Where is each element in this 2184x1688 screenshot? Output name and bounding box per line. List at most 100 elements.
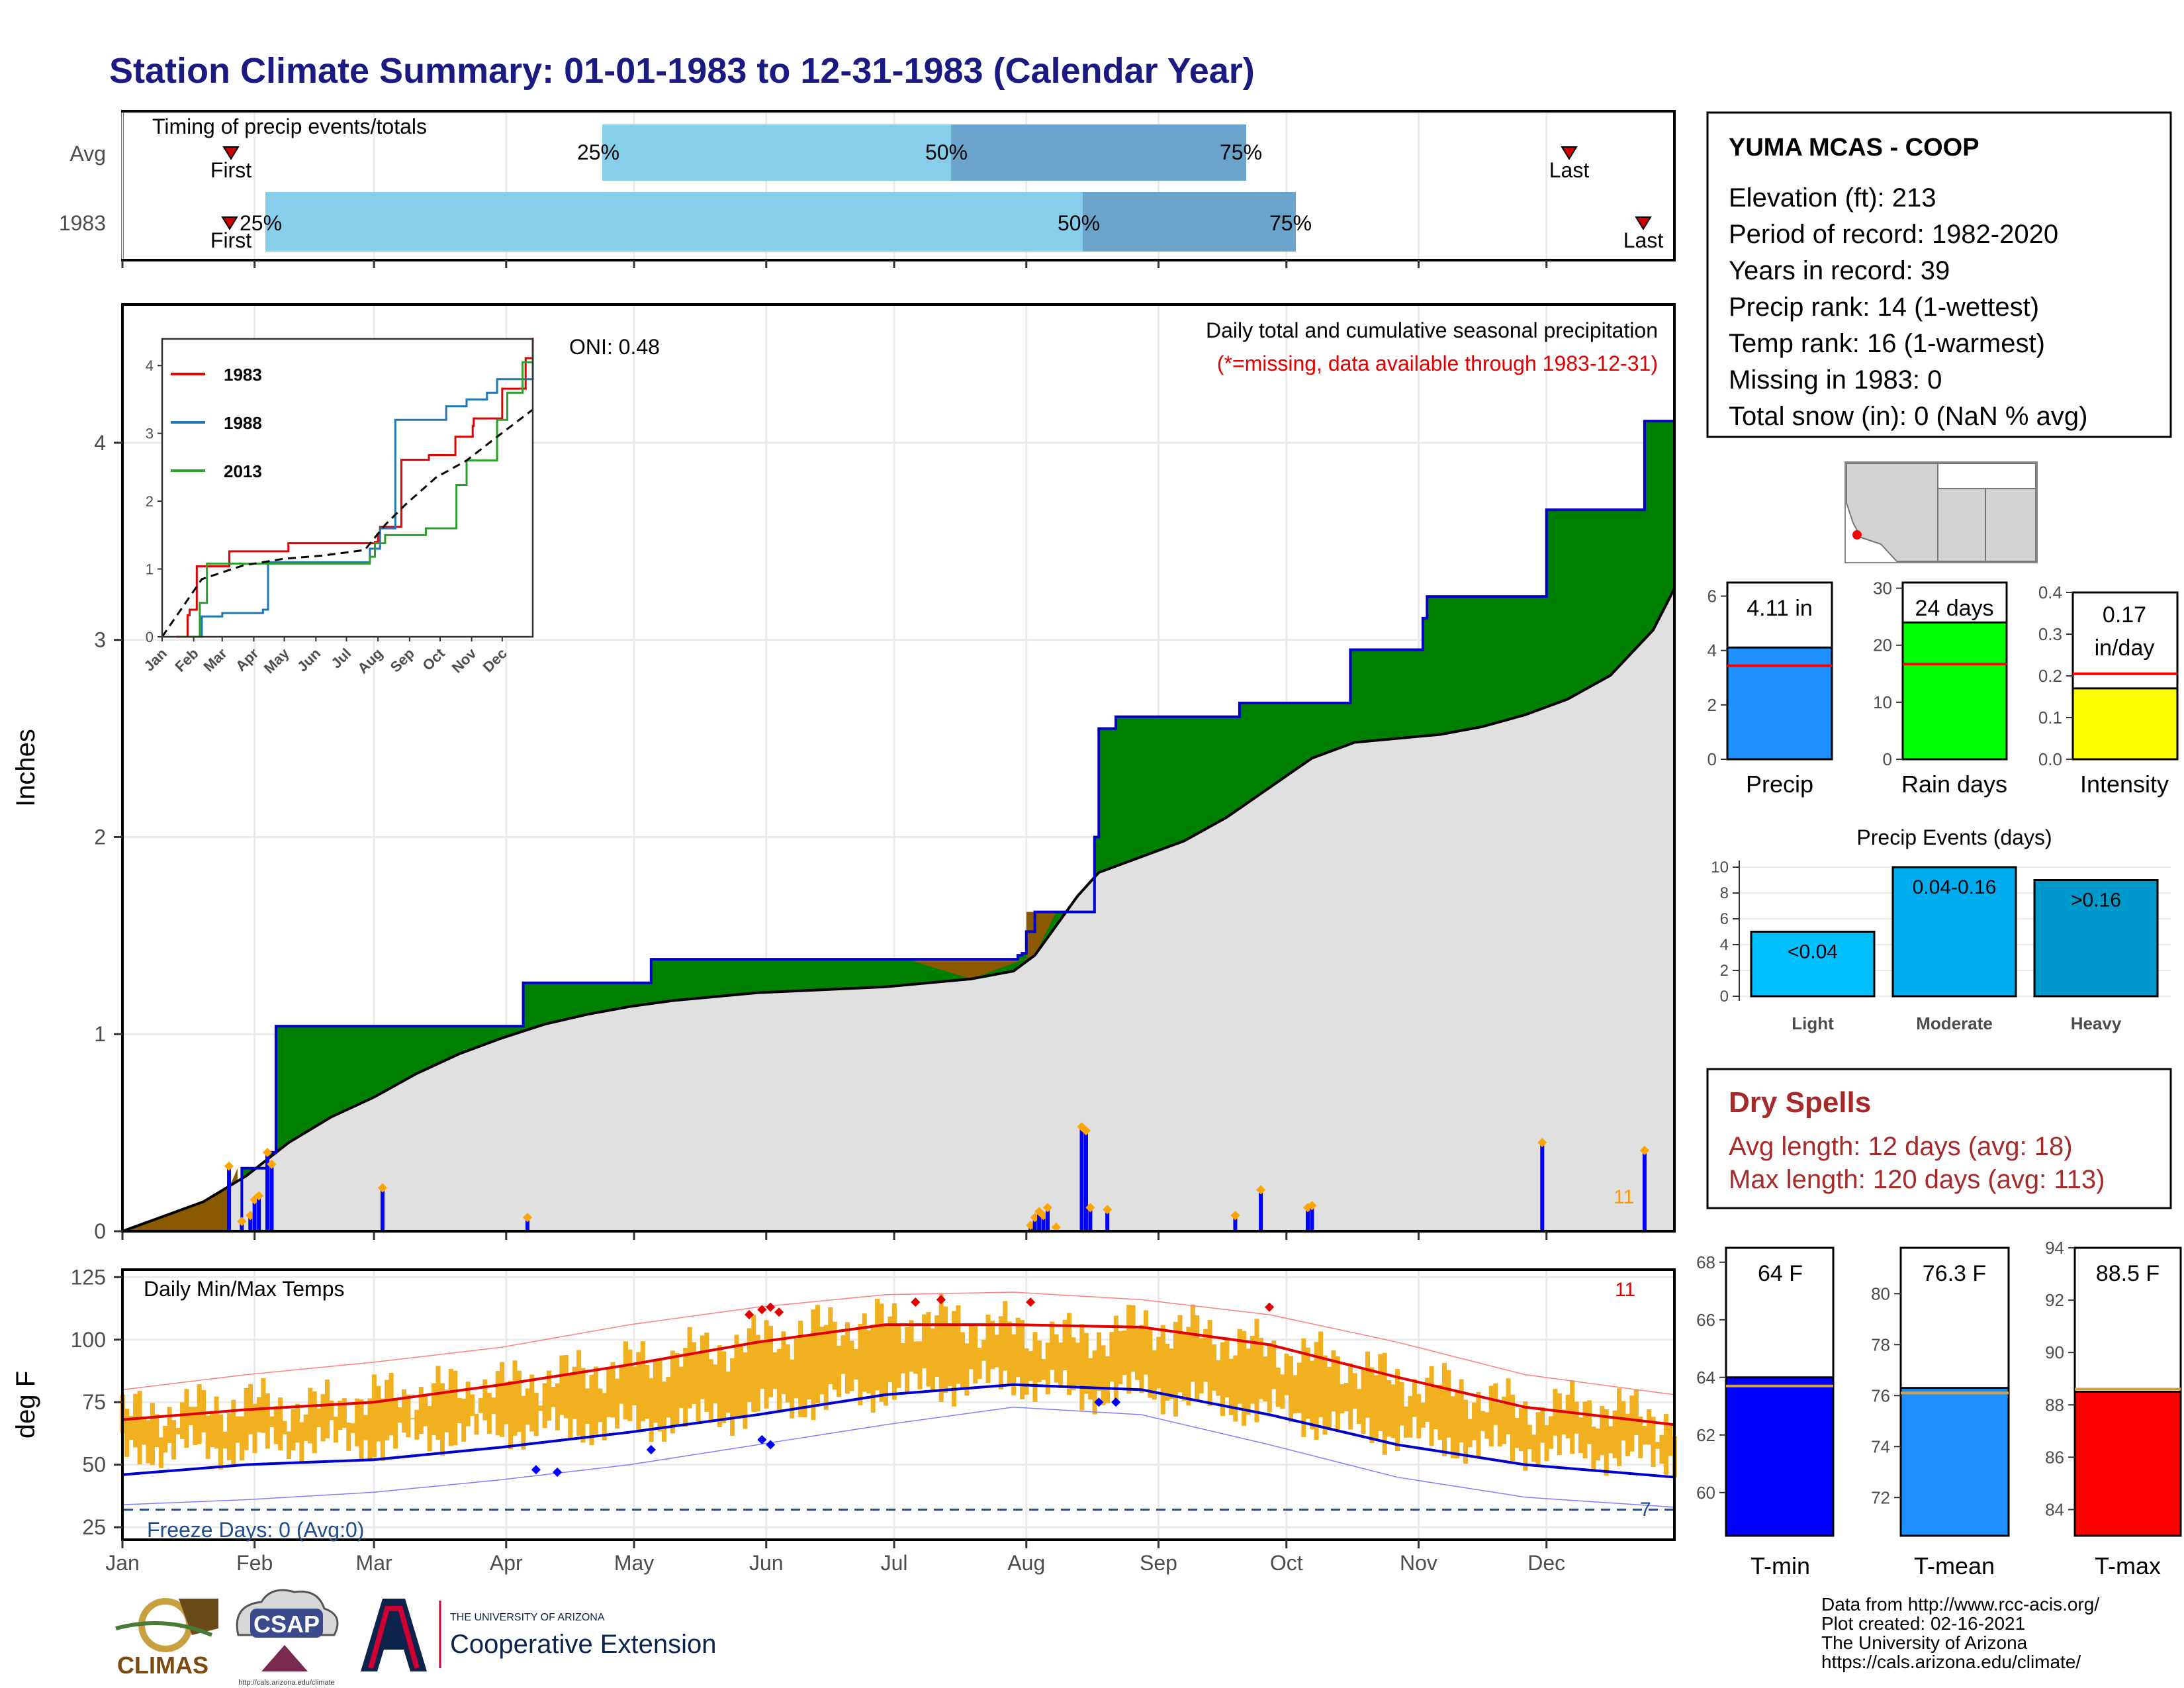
daily-temp-bar xyxy=(1165,1344,1170,1401)
daily-temp-bar xyxy=(1177,1315,1183,1393)
events-bar-moderate xyxy=(1891,866,2017,998)
daily-temp-bar xyxy=(1506,1378,1511,1434)
daily-temp-bar xyxy=(576,1350,582,1436)
tmin-summary-ytick-label: 62 xyxy=(1696,1425,1715,1445)
record-max-line xyxy=(122,1291,1675,1395)
avg-min-line xyxy=(122,1383,1675,1479)
inset-series-1988 xyxy=(181,359,534,638)
daily-temp-bar xyxy=(998,1316,1003,1389)
daily-temp-bar xyxy=(721,1351,727,1423)
daily-temp-bar xyxy=(866,1330,872,1393)
temp-xtick-label: May xyxy=(614,1551,654,1575)
daily-temp-bar xyxy=(1195,1315,1200,1401)
daily-temp-bar xyxy=(201,1389,206,1432)
station-location-dot xyxy=(1852,530,1862,539)
daily-temp-bar xyxy=(461,1398,467,1442)
daily-temp-bar xyxy=(1293,1375,1298,1414)
daily-temp-bar xyxy=(837,1345,842,1397)
daily-temp-bar xyxy=(768,1325,774,1397)
daily-precip-bar xyxy=(227,1166,232,1231)
daily-temp-bar xyxy=(1250,1335,1255,1404)
timing-avg-p50: 50% xyxy=(925,140,968,164)
precip-missing-note: (*=missing, data available through 1983-… xyxy=(1217,352,1658,375)
tmax-summary-ytick-label: 94 xyxy=(2045,1238,2064,1258)
station-name: YUMA MCAS - COOP xyxy=(1729,134,1979,162)
daily-temp-bar xyxy=(1036,1340,1042,1383)
daily-temp-bar xyxy=(1135,1329,1140,1380)
events-category-label: Light xyxy=(1792,1013,1834,1033)
daily-temp-bar xyxy=(952,1311,957,1407)
daily-temp-bar xyxy=(730,1358,735,1436)
daily-temp-bar xyxy=(269,1416,275,1427)
daily-temp-bar xyxy=(875,1299,880,1391)
precip-ylabel: Inches xyxy=(11,729,40,807)
daily-temp-bar xyxy=(1621,1401,1626,1441)
daily-temp-bar xyxy=(1079,1324,1085,1411)
daily-temp-bar xyxy=(1318,1331,1324,1417)
daily-temp-bar xyxy=(341,1398,347,1428)
daily-temp-bar xyxy=(819,1327,825,1395)
daily-temp-bar xyxy=(346,1423,351,1451)
inset-ytick-label: 0 xyxy=(146,629,154,645)
footer: Data from http://www.rcc-acis.org/ Plot … xyxy=(1821,1594,2099,1672)
daily-temp-bar xyxy=(1331,1350,1336,1412)
daily-temp-bar xyxy=(1314,1342,1319,1440)
daily-temp-bar xyxy=(1617,1388,1622,1466)
daily-temp-bar xyxy=(1301,1338,1306,1437)
daily-temp-bar xyxy=(589,1374,594,1446)
daily-temp-bar xyxy=(359,1399,364,1460)
events-ytick-label: 6 xyxy=(1720,910,1729,928)
temp-xtick-label: Apr xyxy=(490,1551,523,1575)
tmean-value: 76.3 F xyxy=(1923,1261,1986,1286)
daily-temp-bar xyxy=(891,1303,897,1400)
events-ytick-label: 10 xyxy=(1711,859,1729,876)
daily-temp-bar xyxy=(666,1376,671,1418)
daily-temp-bar xyxy=(615,1378,620,1429)
daily-temp-bar xyxy=(457,1397,462,1424)
daily-temp-bar xyxy=(486,1393,492,1434)
tmax-label: T-max xyxy=(2095,1552,2161,1579)
daily-temp-bar xyxy=(1463,1399,1469,1464)
daily-temp-bar xyxy=(1437,1384,1443,1440)
daily-temp-bar xyxy=(222,1431,228,1449)
daily-precip-bar xyxy=(1642,1150,1647,1231)
daily-precip-marker xyxy=(1230,1211,1240,1221)
daily-temp-bar xyxy=(308,1387,313,1444)
daily-temp-bar xyxy=(1425,1378,1430,1423)
daily-temp-bar xyxy=(363,1415,369,1440)
daily-temp-bar xyxy=(790,1359,795,1419)
daily-temp-bar xyxy=(1578,1417,1584,1454)
dry-max: Max length: 120 days (avg: 113) xyxy=(1729,1165,2105,1194)
daily-temp-bar xyxy=(964,1343,970,1396)
daily-temp-bar xyxy=(1574,1401,1579,1434)
tmin-summary-ytick-label: 60 xyxy=(1696,1483,1715,1503)
tmax-summary-ytick-label: 92 xyxy=(2045,1290,2064,1310)
daily-temp-bar xyxy=(1570,1380,1575,1454)
temp-xtick-label: Jun xyxy=(749,1551,784,1575)
daily-temp-bar xyxy=(1041,1358,1046,1380)
precip-ytick-label: 3 xyxy=(94,628,106,652)
daily-temp-bar xyxy=(1518,1408,1524,1452)
events-bar-light xyxy=(1750,931,1876,998)
daily-temp-bar xyxy=(1007,1321,1012,1384)
daily-temp-bar xyxy=(1246,1348,1251,1415)
daily-precip-bar xyxy=(1259,1190,1263,1231)
daily-temp-bar xyxy=(367,1398,373,1462)
tmean-summary-ytick-label: 78 xyxy=(1871,1335,1890,1354)
daily-temp-bar xyxy=(772,1352,778,1389)
precip-summary-ytick-label: 6 xyxy=(1707,586,1717,606)
daily-temp-bar xyxy=(708,1359,713,1422)
daily-temp-bar xyxy=(521,1395,526,1450)
daily-precip-bar xyxy=(1032,1217,1037,1231)
daily-temp-bar xyxy=(287,1431,292,1459)
daily-temp-bar xyxy=(167,1407,172,1444)
daily-temp-bar xyxy=(645,1364,650,1419)
daily-temp-bar xyxy=(1450,1396,1455,1458)
tmax-summary-ytick-label: 90 xyxy=(2045,1342,2064,1362)
daily-temp-bar xyxy=(538,1405,543,1411)
daily-temp-bar xyxy=(406,1394,411,1438)
temp-ytick-label: 100 xyxy=(71,1328,106,1352)
daily-temp-bar xyxy=(811,1309,816,1421)
daily-temp-bar xyxy=(917,1341,923,1389)
events-ytick-label: 0 xyxy=(1720,988,1729,1006)
